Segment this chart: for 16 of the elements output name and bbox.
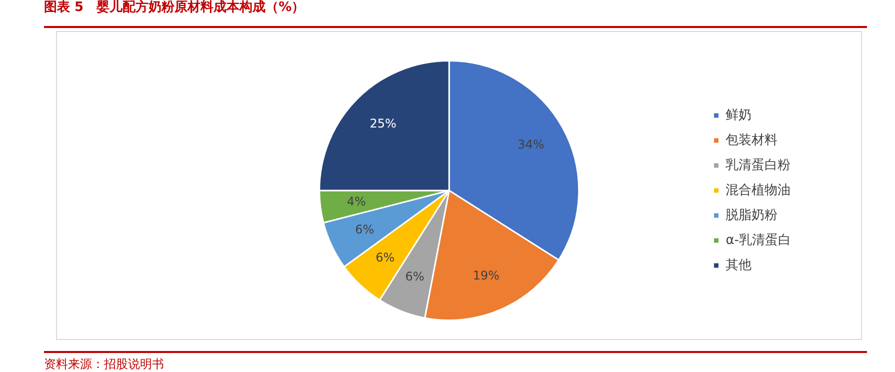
text: 资料来源：招股说明书 — [44, 356, 164, 372]
text: 图表 5 婴儿配方奶粉原材料成本构成（%） — [44, 0, 305, 16]
legend-label: 其他 — [726, 258, 752, 273]
legend-label: 混合植物油 — [726, 182, 791, 198]
data-label: 6% — [355, 222, 374, 236]
legend-label: α-乳清蛋白 — [726, 232, 792, 248]
legend-label: 鲜奶 — [726, 108, 752, 123]
data-label: 6% — [376, 250, 395, 265]
data-label: 4% — [346, 194, 366, 208]
data-label: 25% — [370, 116, 396, 131]
data-label: 6% — [405, 269, 424, 284]
data-label: 19% — [472, 268, 500, 282]
legend-label: 脱脂奶粉 — [726, 208, 778, 223]
data-label: 34% — [518, 138, 544, 152]
legend-label: 包装材料 — [726, 132, 778, 148]
legend-label: 乳清蛋白粉 — [726, 158, 791, 173]
